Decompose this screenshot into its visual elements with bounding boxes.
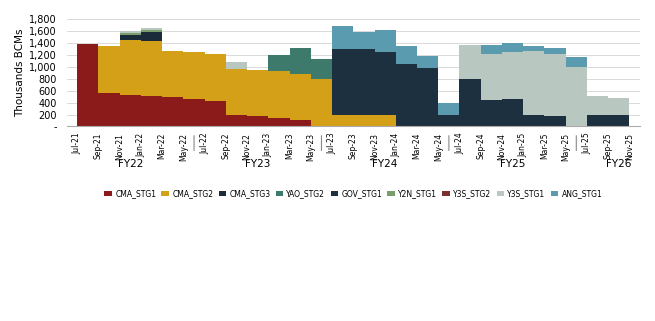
Legend: CMA_STG1, CMA_STG2, CMA_STG3, YAO_STG2, GOV_STG1, Y2N_STG1, Y3S_STG2, Y3S_STG1, : CMA_STG1, CMA_STG2, CMA_STG3, YAO_STG2, … xyxy=(102,186,605,201)
Text: FY23: FY23 xyxy=(245,159,271,169)
Text: FY22: FY22 xyxy=(118,159,143,169)
Y-axis label: Thousands BCMs: Thousands BCMs xyxy=(15,29,25,117)
Text: FY26: FY26 xyxy=(606,159,631,169)
Text: FY24: FY24 xyxy=(373,159,398,169)
Text: FY25: FY25 xyxy=(500,159,525,169)
